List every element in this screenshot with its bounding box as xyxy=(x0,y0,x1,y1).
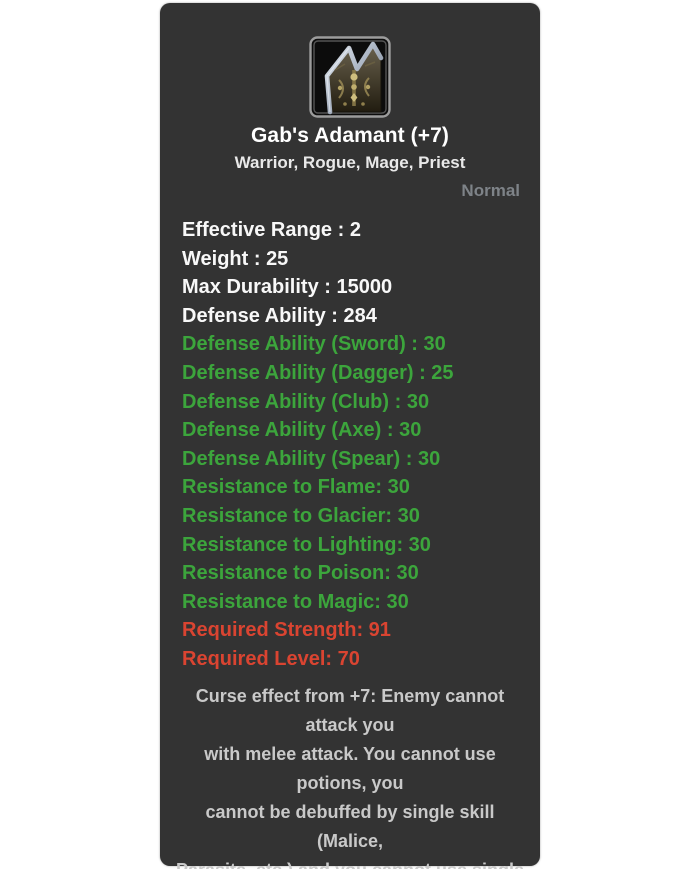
item-classes: Warrior, Rogue, Mage, Priest xyxy=(234,153,466,172)
stat-line-requirement: Required Level: 70 xyxy=(182,647,360,670)
stat-line-bonus: Resistance to Flame: 30 xyxy=(182,476,410,499)
stat-line-base: Weight : 25 xyxy=(182,247,289,270)
stat-line-bonus: Resistance to Glacier: 30 xyxy=(182,504,420,527)
stat-line-bonus: Defense Ability (Axe) : 30 xyxy=(182,419,422,442)
stat-line-base: Max Durability : 15000 xyxy=(182,276,393,299)
curse-note-line: with melee attack. You cannot use potion… xyxy=(204,743,496,793)
item-grade-label: Normal xyxy=(461,181,520,200)
curse-effect-note: Curse effect from +7: Enemy cannot attac… xyxy=(172,682,528,869)
curse-note-line: Parasite, etc.) and you cannot use singl… xyxy=(172,856,528,869)
stat-line-bonus: Resistance to Lighting: 30 xyxy=(182,533,431,556)
curse-note-line: cannot be debuffed by single skill (Mali… xyxy=(205,801,495,851)
stat-line-bonus: Defense Ability (Sword) : 30 xyxy=(182,333,446,356)
item-title: Gab's Adamant (+7) xyxy=(251,124,449,147)
stat-line-bonus: Defense Ability (Spear) : 30 xyxy=(182,447,441,470)
stats-list: Effective Range : 2 Weight : 25 Max Durabi… xyxy=(182,216,520,674)
stat-line-base: Defense Ability : 284 xyxy=(182,304,377,327)
curse-note-line: Curse effect from +7: Enemy cannot attac… xyxy=(195,685,505,735)
stat-line-bonus: Defense Ability (Club) : 30 xyxy=(182,390,430,413)
armor-pauldron-icon xyxy=(309,36,391,118)
stat-line-requirement: Required Strength: 91 xyxy=(182,619,391,642)
stat-line-base: Effective Range : 2 xyxy=(182,219,361,241)
item-icon-frame xyxy=(309,36,391,118)
item-tooltip-card: Gab's Adamant (+7) Warrior, Rogue, Mage,… xyxy=(160,3,540,869)
stat-line-bonus: Defense Ability (Dagger) : 25 xyxy=(182,361,454,384)
stat-line-bonus: Resistance to Poison: 30 xyxy=(182,562,419,585)
stat-line-bonus: Resistance to Magic: 30 xyxy=(182,590,409,613)
